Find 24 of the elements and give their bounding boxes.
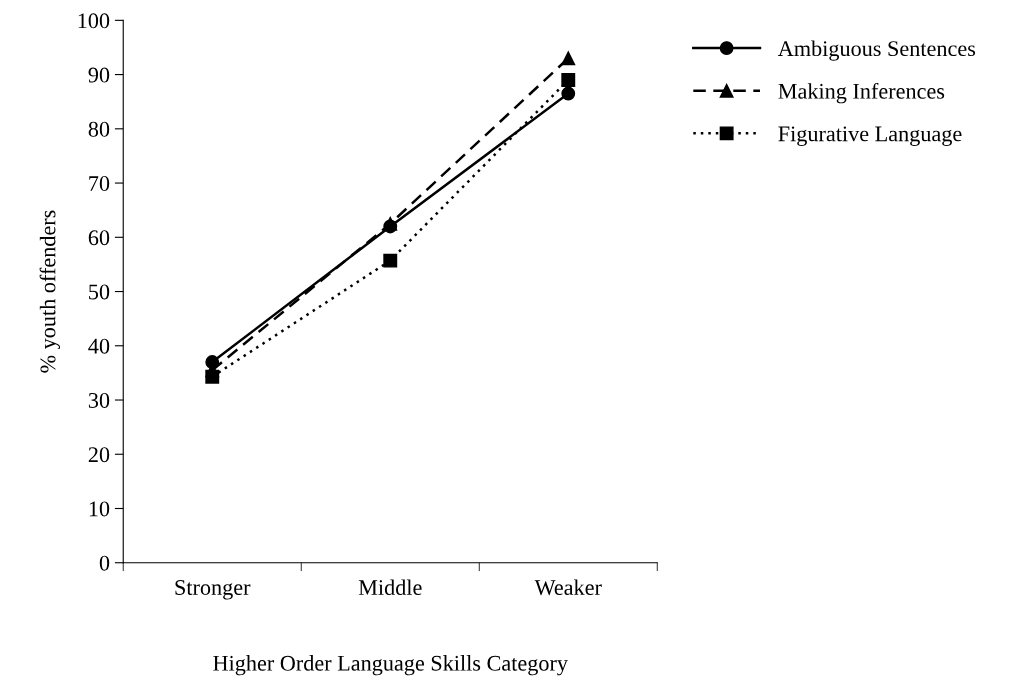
y-tick-label: 40 [88,338,110,354]
legend-label: Figurative Language [778,126,962,146]
point [383,253,398,268]
point [561,86,576,101]
y-tick-label: 0 [99,555,110,571]
point [561,51,576,66]
legend-label: Ambiguous Sentences [777,40,976,61]
y-tick-label: 80 [88,121,110,137]
y-axis-title: % youth offenders [39,210,61,373]
point [561,73,576,87]
x-axis-title: Higher Order Language Skills Category [213,655,568,676]
x-tick-label: Weaker [534,579,602,596]
y-tick-label: 70 [89,175,110,191]
y-tick-label: 30 [88,392,110,408]
y-tick-label: 20 [88,447,110,463]
x-tick-label: Stronger [175,580,251,600]
y-tick-label: 90 [88,67,110,83]
x-tick-label: Middle [358,579,422,596]
y-tick-label: 60 [88,230,110,246]
point [205,369,220,384]
y-tick-label: 100 [78,13,110,29]
y-tick-label: 50 [89,284,110,300]
y-tick-label: 10 [89,501,110,517]
legend-label: Making Inferences [778,82,945,104]
